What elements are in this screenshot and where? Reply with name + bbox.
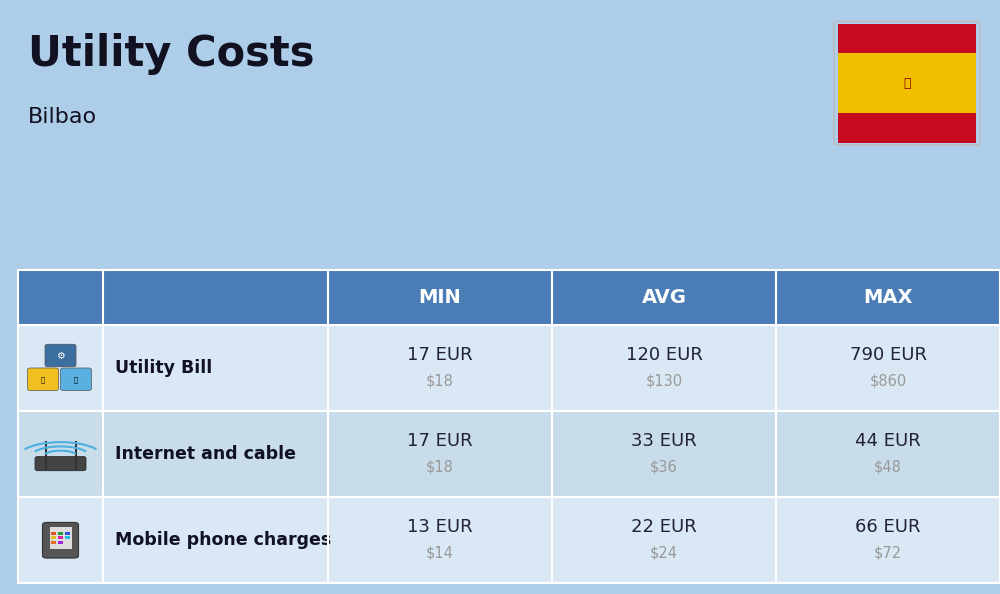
Bar — [50, 526, 72, 549]
Text: 🔌: 🔌 — [41, 376, 45, 383]
Bar — [58, 532, 63, 535]
FancyBboxPatch shape — [838, 24, 976, 53]
Text: 22 EUR: 22 EUR — [631, 518, 697, 536]
Text: Bilbao: Bilbao — [28, 107, 97, 127]
Bar — [18, 411, 1000, 497]
Text: $36: $36 — [650, 460, 678, 475]
Bar — [18, 325, 103, 411]
Text: MAX: MAX — [863, 288, 913, 307]
Bar — [838, 113, 976, 143]
Text: $860: $860 — [869, 374, 907, 388]
Bar — [58, 536, 63, 539]
FancyBboxPatch shape — [60, 368, 92, 391]
Text: ⚙: ⚙ — [56, 350, 65, 361]
Text: Utility Bill: Utility Bill — [115, 359, 212, 377]
FancyBboxPatch shape — [42, 523, 78, 558]
Text: 🛡: 🛡 — [903, 77, 911, 90]
Text: $24: $24 — [650, 546, 678, 561]
FancyBboxPatch shape — [35, 456, 86, 470]
Text: 13 EUR: 13 EUR — [407, 518, 473, 536]
Bar — [51, 532, 56, 535]
Text: Mobile phone charges: Mobile phone charges — [115, 531, 331, 549]
Text: $130: $130 — [645, 374, 683, 388]
Text: 66 EUR: 66 EUR — [855, 518, 921, 536]
Bar — [18, 270, 1000, 325]
Bar — [838, 53, 976, 113]
Text: $48: $48 — [874, 460, 902, 475]
Text: $18: $18 — [426, 374, 454, 388]
Bar — [65, 532, 70, 535]
FancyBboxPatch shape — [27, 368, 58, 391]
Text: 17 EUR: 17 EUR — [407, 346, 473, 364]
Text: Internet and cable: Internet and cable — [115, 445, 296, 463]
Text: AVG: AVG — [642, 288, 686, 307]
Text: $14: $14 — [426, 546, 454, 561]
Bar — [65, 536, 70, 539]
Text: $18: $18 — [426, 460, 454, 475]
Text: 33 EUR: 33 EUR — [631, 432, 697, 450]
Text: $72: $72 — [874, 546, 902, 561]
Bar — [18, 325, 1000, 411]
Bar — [51, 541, 56, 544]
Bar — [18, 411, 103, 497]
Text: 44 EUR: 44 EUR — [855, 432, 921, 450]
Text: 🚿: 🚿 — [74, 376, 78, 383]
Text: Utility Costs: Utility Costs — [28, 33, 314, 75]
Bar — [58, 541, 63, 544]
Bar — [18, 497, 1000, 583]
Bar — [51, 536, 56, 539]
Text: 17 EUR: 17 EUR — [407, 432, 473, 450]
FancyBboxPatch shape — [45, 345, 76, 366]
Text: 120 EUR: 120 EUR — [626, 346, 702, 364]
Bar — [18, 497, 103, 583]
Text: 790 EUR: 790 EUR — [850, 346, 926, 364]
Text: MIN: MIN — [419, 288, 461, 307]
